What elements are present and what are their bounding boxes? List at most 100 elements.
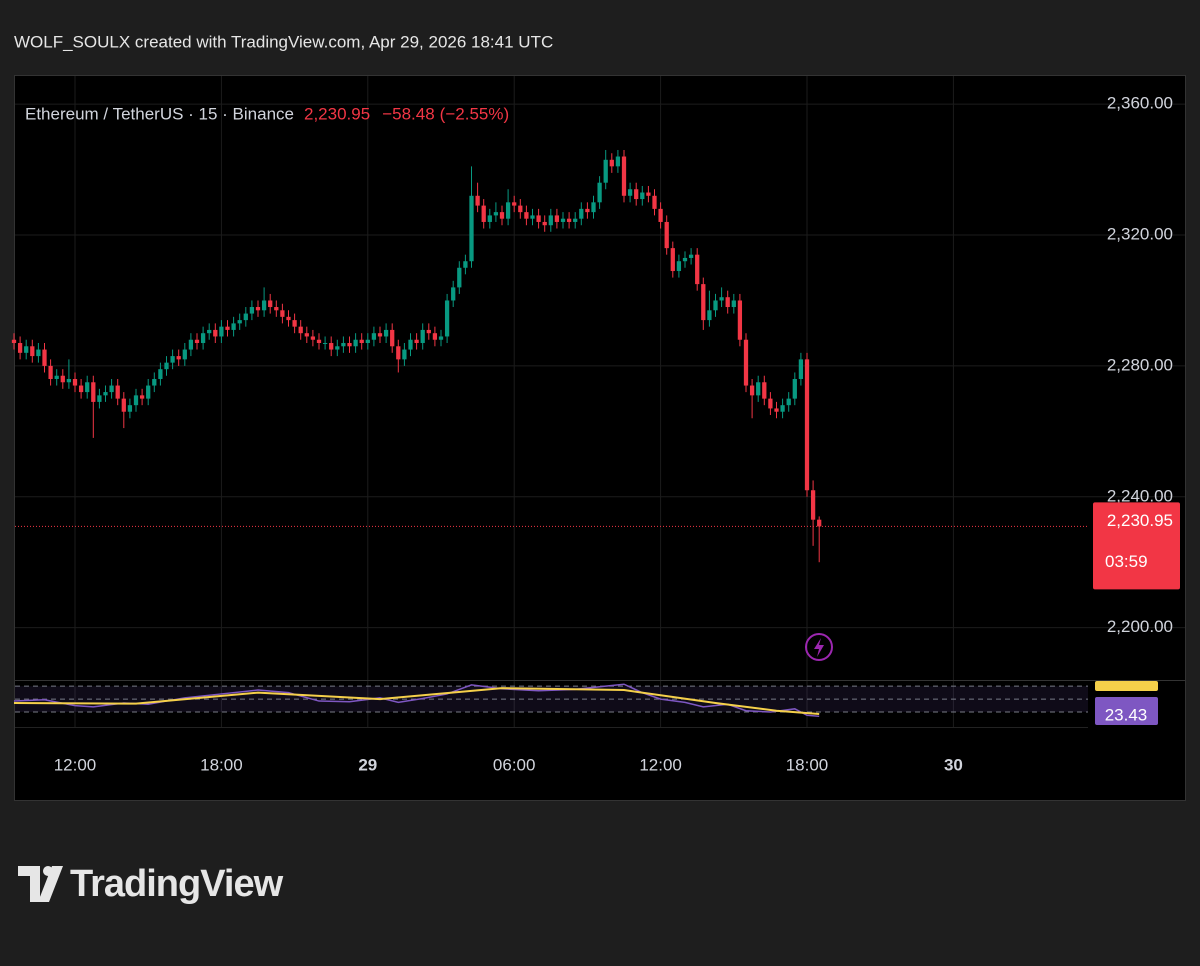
candle-body xyxy=(676,261,682,272)
candle-body xyxy=(359,339,364,344)
candle-body xyxy=(225,326,230,330)
y-tick-label: 2,200.00 xyxy=(1107,617,1173,636)
candle-body xyxy=(652,195,657,209)
rsi-value-label: 23.43 xyxy=(1105,705,1148,724)
candle-body xyxy=(444,300,450,337)
candle-body xyxy=(286,316,291,321)
grid xyxy=(15,76,1185,728)
candle-body xyxy=(646,192,651,196)
logo-mark xyxy=(18,866,40,902)
candle-body xyxy=(817,519,822,527)
candle-body xyxy=(298,326,303,334)
ma-value-tag xyxy=(1095,681,1158,691)
candle-body xyxy=(176,356,181,360)
candle-body xyxy=(121,398,126,412)
candle-body xyxy=(316,339,322,344)
candle-body xyxy=(207,329,212,334)
candle-body xyxy=(542,221,547,226)
candle-body xyxy=(158,369,163,379)
axes: 2,200.00 2,240.00 2,280.00 2,320.00 2,360.00… xyxy=(54,94,1180,774)
candle-body xyxy=(347,343,352,347)
candle-body xyxy=(585,208,590,213)
price-tag xyxy=(1093,502,1180,590)
candle-body xyxy=(353,339,358,347)
candle-body xyxy=(475,195,480,206)
candle-body xyxy=(78,385,84,393)
candle-body xyxy=(554,215,560,222)
candle-body xyxy=(634,189,639,200)
candle-body xyxy=(103,392,108,396)
candle-body xyxy=(701,284,706,321)
candle-body xyxy=(133,395,139,406)
candle-body xyxy=(670,248,675,272)
candle-body xyxy=(139,395,145,399)
candle-body xyxy=(85,382,90,393)
candle-body xyxy=(725,297,730,308)
candle-body xyxy=(481,205,486,222)
rsi-ma-line xyxy=(13,687,820,715)
candle-body xyxy=(548,215,553,226)
candle-body xyxy=(499,212,505,219)
candle-body xyxy=(688,254,694,258)
candle-body xyxy=(36,349,41,357)
candle-body xyxy=(695,254,700,285)
x-tick-label: 30 xyxy=(944,755,963,774)
candle-body xyxy=(810,490,816,520)
candle-body xyxy=(579,208,584,219)
candle-body xyxy=(505,202,511,219)
candle-body xyxy=(451,287,456,301)
candle-body xyxy=(310,336,316,340)
candle-body xyxy=(713,300,718,311)
event-icon[interactable] xyxy=(805,633,833,661)
brand: TradingView xyxy=(70,863,284,905)
candle-body xyxy=(731,300,736,308)
candle-body xyxy=(48,365,53,379)
candle-body xyxy=(737,300,743,340)
candle-body xyxy=(97,395,102,402)
candle-body xyxy=(560,218,566,222)
candle-body xyxy=(402,349,407,360)
candle-body xyxy=(322,343,328,345)
candle-body xyxy=(371,333,377,340)
candle-body xyxy=(54,375,59,379)
candle-body xyxy=(24,346,29,353)
candle-body xyxy=(383,329,389,337)
candle-body xyxy=(219,326,224,337)
candle-body xyxy=(152,379,157,386)
candle-body xyxy=(194,339,200,344)
candle-body xyxy=(597,182,602,203)
candle-body xyxy=(573,218,578,222)
candle-body xyxy=(487,215,492,222)
candle-body xyxy=(512,202,517,206)
candle-body xyxy=(274,307,279,311)
candle-body xyxy=(182,349,187,360)
candle-body xyxy=(658,208,663,222)
candle-body xyxy=(304,333,309,337)
candle-body xyxy=(493,212,499,216)
candle-body xyxy=(255,307,261,311)
lightning xyxy=(814,638,824,657)
candle-body xyxy=(743,339,749,386)
candle-body xyxy=(780,405,785,412)
candle-body xyxy=(329,343,334,350)
candle-body xyxy=(17,343,23,353)
candle-body xyxy=(536,215,541,222)
chart-title: WOLF_SOULX created with TradingView.com,… xyxy=(14,32,553,51)
candle-body xyxy=(249,307,255,314)
candle-body xyxy=(615,156,621,167)
x-tick-label: 12:00 xyxy=(54,755,97,774)
y-tick-label: 2,280.00 xyxy=(1107,355,1173,374)
logo xyxy=(18,866,63,902)
candle-body xyxy=(719,297,724,301)
candle-body xyxy=(804,359,810,491)
symbol: Ethereum / TetherUS · 15 · Binance xyxy=(25,104,294,123)
x-tick-label: 06:00 xyxy=(493,755,536,774)
candle-body xyxy=(756,382,761,396)
candle-body xyxy=(798,359,804,379)
candle-body xyxy=(524,212,529,219)
candle-body xyxy=(377,333,383,337)
candle-body xyxy=(66,379,72,383)
candle-body xyxy=(774,408,779,412)
candle-body xyxy=(457,267,462,288)
